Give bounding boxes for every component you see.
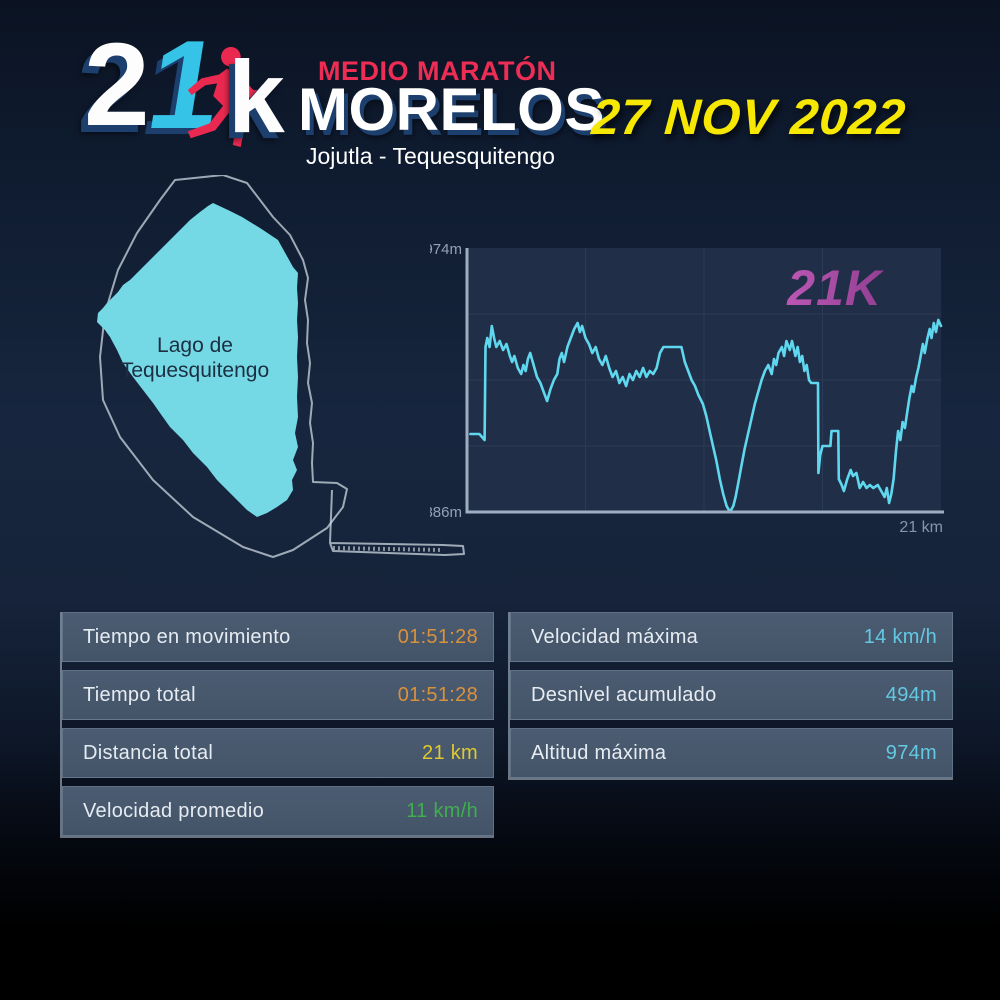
y-tick-min: 886m: [430, 504, 462, 521]
stat-label: Desnivel acumulado: [531, 683, 717, 706]
runner-icon: [187, 47, 267, 148]
event-name: MORELOS: [298, 76, 605, 143]
stat-row: Altitud máxima 974m: [510, 728, 953, 778]
stat-value: 494m: [885, 683, 937, 706]
stat-label: Velocidad máxima: [531, 625, 699, 648]
stats-table-right: Velocidad máxima 14 km/h Desnivel acumul…: [508, 612, 953, 780]
lake-label-line1: Lago de: [157, 334, 233, 357]
logo-digit-2: 2: [84, 19, 150, 151]
stat-value: 974m: [885, 741, 937, 764]
stat-value: 01:51:28: [397, 625, 478, 648]
sponsor-band: ▲ JUMEX SPORT JUMEX 21TEQUES E: [0, 868, 1000, 1000]
x-axis-label: 21 km: [899, 519, 943, 535]
route-map: Lago de Tequesquitengo: [97, 175, 465, 558]
stats-table-left: Tiempo en movimiento 01:51:28 Tiempo tot…: [60, 612, 494, 838]
route-tail: [329, 489, 465, 556]
lake-shape: [97, 203, 298, 517]
y-tick-max: 974m: [430, 241, 462, 258]
elevation-chart: 21K 974m 886m 21 km: [430, 241, 944, 535]
chart-watermark: 21K: [786, 260, 885, 316]
chart-gridlines: [467, 248, 941, 512]
stat-value: 14 km/h: [863, 625, 937, 648]
stat-label: Tiempo en movimiento: [83, 625, 291, 648]
stat-row: Velocidad promedio 11 km/h: [62, 786, 494, 836]
event-date: 27 NOV 2022: [590, 89, 908, 145]
route-line: [99, 175, 348, 558]
stat-row: Tiempo total 01:51:28: [62, 670, 494, 720]
event-tagline: MEDIO MARATÓN: [318, 56, 557, 86]
stat-row: Distancia total 21 km: [62, 728, 494, 778]
stat-label: Altitud máxima: [531, 741, 667, 764]
stat-row: Velocidad máxima 14 km/h: [510, 612, 953, 662]
stat-label: Tiempo total: [83, 683, 196, 706]
stat-row: Desnivel acumulado 494m: [510, 670, 953, 720]
stat-value: 11 km/h: [406, 799, 478, 822]
lake-label-line2: Tequesquitengo: [121, 359, 269, 382]
chart-axes: [465, 248, 944, 514]
event-route-subtitle: Jojutla - Tequesquitengo: [306, 143, 555, 169]
stat-label: Velocidad promedio: [83, 799, 265, 822]
logo-letter-k: k: [228, 40, 285, 154]
stat-row: Tiempo en movimiento 01:51:28: [62, 612, 494, 662]
stat-value: 21 km: [422, 741, 478, 764]
stat-label: Distancia total: [83, 741, 214, 764]
route-tail-ticks: [332, 546, 444, 552]
stat-value: 01:51:28: [397, 683, 478, 706]
